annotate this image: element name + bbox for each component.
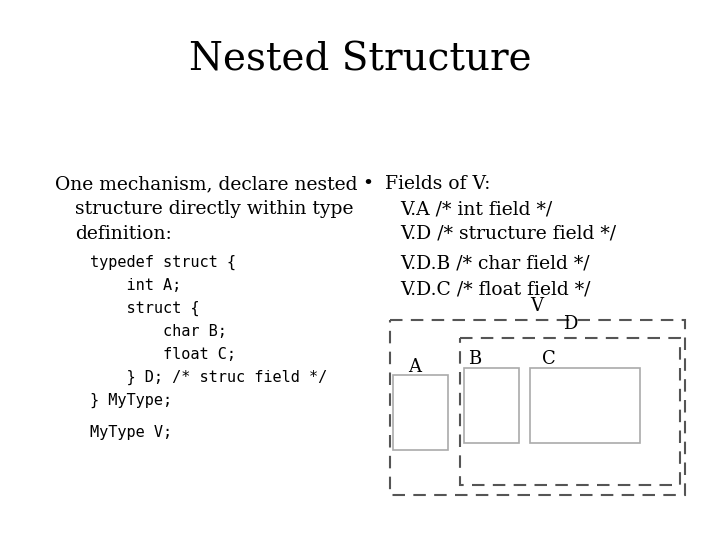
Text: •: • (362, 175, 374, 193)
Text: V.D.C /* float field */: V.D.C /* float field */ (400, 280, 590, 298)
Bar (464, 368, 519, 443)
Text: typedef struct {: typedef struct { (90, 255, 236, 270)
Bar (390, 320, 685, 495)
Text: A: A (408, 358, 421, 376)
Text: } MyType;: } MyType; (90, 393, 172, 408)
Text: C: C (542, 350, 556, 368)
Text: structure directly within type: structure directly within type (75, 200, 354, 218)
Text: V: V (531, 297, 544, 315)
Text: Nested Structure: Nested Structure (189, 42, 531, 78)
Text: float C;: float C; (90, 347, 236, 362)
Text: V.A /* int field */: V.A /* int field */ (400, 200, 552, 218)
Text: definition:: definition: (75, 225, 172, 243)
Text: One mechanism, declare nested: One mechanism, declare nested (55, 175, 358, 193)
Text: V.D /* structure field */: V.D /* structure field */ (400, 225, 616, 243)
Text: B: B (468, 350, 481, 368)
Bar (393, 375, 448, 450)
Text: int A;: int A; (90, 278, 181, 293)
Text: char B;: char B; (90, 324, 227, 339)
Text: Fields of V:: Fields of V: (385, 175, 490, 193)
Text: V.D.B /* char field */: V.D.B /* char field */ (400, 255, 590, 273)
Text: D: D (563, 315, 577, 333)
Text: struct {: struct { (90, 301, 199, 316)
Bar (530, 368, 640, 443)
Text: } D; /* struc field */: } D; /* struc field */ (90, 370, 328, 385)
Bar (460, 338, 680, 485)
Text: MyType V;: MyType V; (90, 425, 172, 440)
